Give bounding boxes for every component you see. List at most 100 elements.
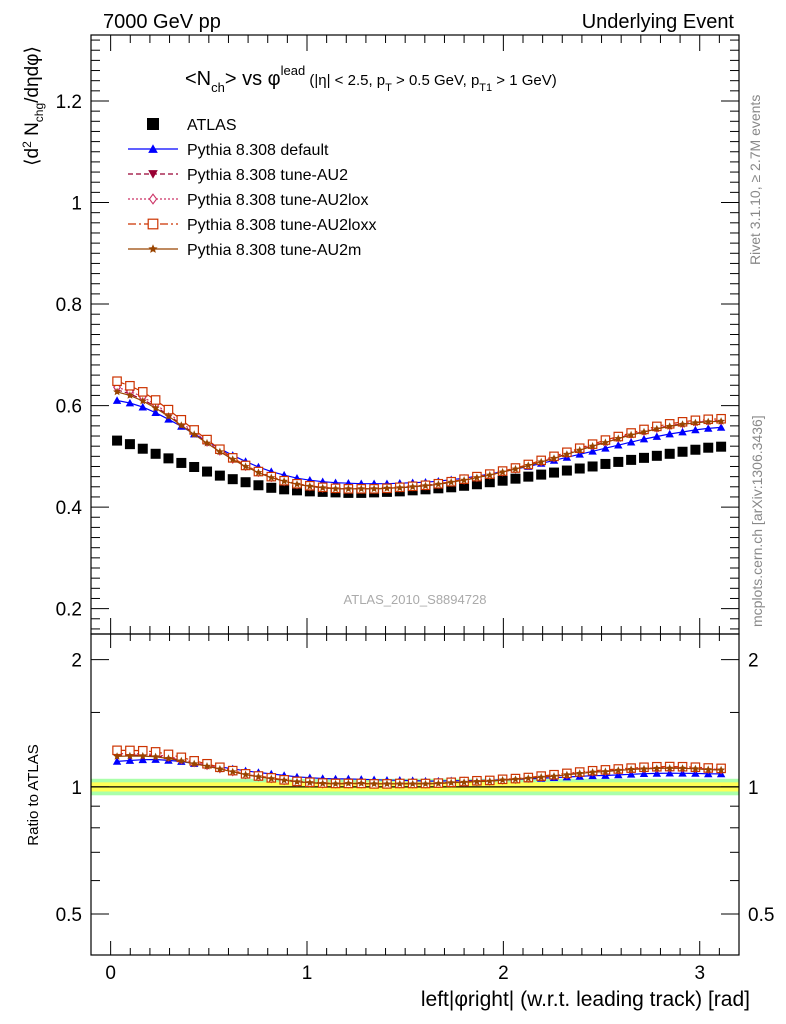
data-point: [446, 482, 457, 493]
ratio-tick-label: 1: [71, 778, 82, 799]
rivet-version-label: Rivet 3.1.10, ≥ 2.7M events: [747, 95, 763, 265]
mcplots-label: mcplots.cern.ch [arXiv:1306.3436]: [749, 415, 765, 627]
data-point: [550, 454, 558, 462]
data-point: [703, 442, 714, 453]
data-point: [113, 387, 122, 396]
data-point: [472, 473, 481, 481]
ratio-point: [524, 774, 533, 782]
ratio-point: [164, 754, 173, 762]
ratio-point: [704, 765, 713, 773]
data-point: [588, 447, 597, 455]
ratio-point: [125, 751, 134, 760]
data-point: [575, 446, 584, 454]
ratio-point: [678, 769, 687, 777]
x-tick-label: 3: [694, 963, 705, 984]
header-right: Underlying Event: [582, 11, 735, 33]
data-point: [112, 435, 123, 446]
y-tick-label: 0.4: [56, 498, 83, 519]
ratio-point: [344, 779, 353, 787]
ratio-point: [395, 779, 404, 788]
ratio-point: [601, 767, 610, 775]
data-point: [601, 438, 610, 446]
data-point: [305, 482, 314, 490]
ratio-tick-label-right: 1: [748, 778, 759, 799]
data-point: [664, 448, 675, 459]
ratio-point: [652, 769, 662, 777]
data-point: [523, 471, 534, 482]
data-point: [331, 484, 340, 493]
data-point: [241, 462, 250, 470]
data-point: [665, 422, 674, 430]
data-point: [691, 425, 700, 434]
data-point: [588, 442, 597, 450]
data-point: [395, 483, 404, 492]
legend-marker: [148, 144, 158, 153]
data-point: [267, 473, 276, 481]
data-point: [716, 441, 727, 452]
ratio-point: [691, 764, 700, 773]
data-point: [125, 398, 135, 407]
ratio-point: [203, 762, 211, 770]
data-point: [150, 448, 161, 459]
data-point: [665, 429, 674, 438]
ratio-point: [293, 777, 301, 786]
ratio-point: [652, 764, 661, 772]
ratio-point: [640, 764, 648, 773]
data-point: [497, 475, 508, 486]
ratio-point: [151, 752, 160, 761]
ratio-point: [627, 765, 636, 773]
legend-label: Pythia 8.308 tune-AU2loxx: [187, 217, 376, 234]
ratio-point: [717, 765, 726, 774]
ratio-frame: [90, 633, 740, 956]
ratio-point: [370, 779, 379, 788]
data-point: [627, 430, 636, 439]
legend: ATLAS Pythia 8.308 default Pythia 8.308 tu…: [128, 117, 376, 259]
data-point: [280, 477, 289, 485]
data-point: [511, 464, 520, 473]
data-point: [370, 484, 379, 493]
data-point: [640, 427, 648, 436]
data-point: [240, 477, 251, 488]
ratio-point: [215, 764, 224, 773]
ratio-tick-label-right: 2: [748, 651, 759, 672]
ratio-point: [383, 779, 391, 788]
y-tick-label: 1.2: [56, 92, 82, 113]
ratio-point: [305, 778, 314, 786]
data-point: [614, 440, 623, 449]
data-point: [460, 476, 469, 484]
x-axis-label: left|φright| (w.r.t. leading track) [rad…: [421, 988, 750, 1011]
data-point: [510, 473, 521, 484]
data-point: [600, 458, 611, 469]
ratio-point: [678, 764, 687, 772]
ratio-point: [498, 775, 507, 784]
legend-marker: [148, 193, 158, 205]
data-point: [203, 438, 211, 447]
data-point: [177, 421, 186, 429]
legend-marker: [147, 118, 159, 130]
data-point: [690, 444, 701, 455]
data-point: [112, 396, 122, 404]
x-tick-label: 2: [498, 963, 509, 984]
series-5-main: [113, 387, 726, 493]
y-tick-label: 1: [71, 194, 82, 215]
ratio-point: [125, 756, 135, 764]
ratio-point: [138, 751, 147, 760]
data-point: [318, 483, 327, 492]
data-point: [459, 480, 470, 491]
data-point: [434, 480, 443, 488]
ratio-point: [421, 779, 430, 788]
ratio-y-label: Ratio to ATLAS: [25, 744, 42, 845]
legend-label: Pythia 8.308 tune-AU2lox: [187, 192, 368, 209]
plot-title: <Nch> vs φlead (|η| < 2.5, pT > 0.5 GeV,…: [185, 63, 557, 95]
data-point: [228, 455, 237, 463]
ratio-point: [472, 777, 481, 785]
y-tick-label: 0.2: [56, 600, 82, 621]
data-point: [651, 450, 662, 461]
ratio-point: [280, 776, 289, 784]
data-point: [524, 461, 533, 469]
data-point: [626, 454, 637, 465]
data-point: [253, 480, 264, 491]
ratio-point: [112, 757, 122, 765]
data-point: [717, 417, 726, 425]
data-point: [164, 412, 173, 420]
